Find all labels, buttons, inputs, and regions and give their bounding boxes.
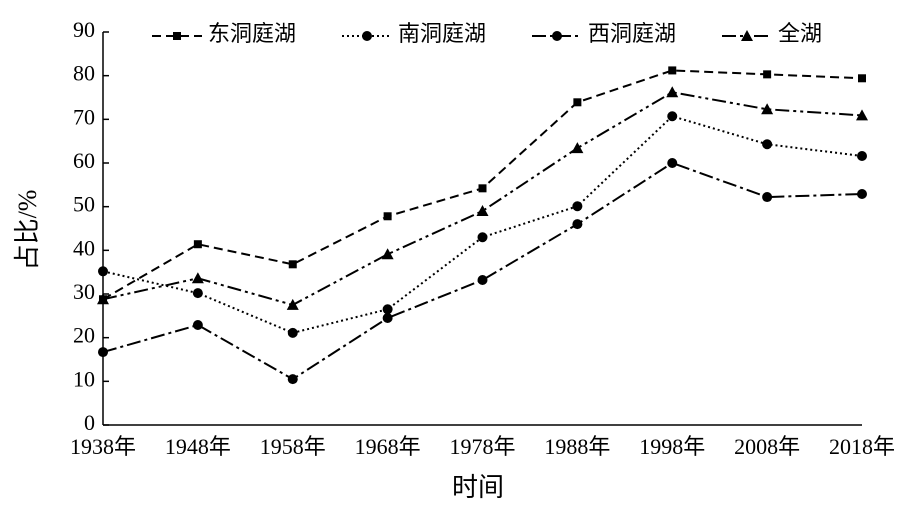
- marker: [668, 66, 677, 75]
- y-tick-label: 10: [73, 366, 95, 391]
- marker: [573, 98, 582, 107]
- marker: [857, 189, 867, 200]
- y-tick-label: 0: [84, 410, 95, 435]
- y-tick-label: 40: [73, 235, 95, 260]
- marker: [667, 158, 678, 168]
- marker: [382, 304, 393, 315]
- marker: [287, 327, 298, 338]
- y-axis-label: 占比/%: [13, 190, 42, 271]
- marker: [382, 313, 393, 324]
- legend-label: 西洞庭湖: [588, 21, 676, 46]
- x-tick-label: 1968年: [355, 434, 421, 459]
- x-tick-label: 2008年: [734, 434, 800, 459]
- marker: [288, 260, 297, 269]
- marker: [193, 240, 202, 249]
- x-tick-label: 2018年: [829, 434, 895, 459]
- series-line: [102, 91, 863, 306]
- series-line: [102, 115, 863, 334]
- legend-marker: [741, 30, 753, 41]
- marker: [477, 232, 488, 243]
- legend-label: 全湖: [778, 21, 822, 46]
- marker: [477, 275, 488, 286]
- y-tick-label: 90: [73, 17, 95, 42]
- x-tick-label: 1988年: [544, 434, 610, 459]
- marker: [191, 272, 204, 284]
- x-tick-label: 1978年: [449, 434, 515, 459]
- marker: [572, 219, 583, 230]
- marker: [667, 111, 678, 122]
- marker: [287, 374, 298, 385]
- x-tick-label: 1998年: [639, 434, 705, 459]
- legend-label: 南洞庭湖: [398, 21, 486, 46]
- y-tick-label: 80: [73, 61, 95, 86]
- marker: [286, 298, 299, 310]
- marker: [761, 103, 774, 115]
- marker: [381, 248, 394, 260]
- marker: [571, 142, 584, 154]
- marker: [192, 320, 203, 331]
- marker: [763, 70, 772, 79]
- series-line: [102, 161, 863, 381]
- marker: [762, 139, 773, 150]
- marker: [858, 74, 866, 83]
- y-tick-label: 60: [73, 148, 95, 173]
- marker: [478, 184, 487, 193]
- marker: [666, 86, 679, 98]
- marker: [476, 205, 489, 217]
- marker: [98, 266, 108, 277]
- x-tick-label: 1938年: [70, 434, 136, 459]
- legend-label: 东洞庭湖: [208, 21, 296, 46]
- x-axis-label: 时间: [452, 473, 504, 502]
- legend-marker: [362, 31, 372, 41]
- y-tick-label: 30: [73, 279, 95, 304]
- marker: [98, 347, 108, 358]
- marker: [857, 151, 867, 162]
- marker: [97, 293, 109, 305]
- y-tick-label: 50: [73, 192, 95, 217]
- y-tick-label: 70: [73, 104, 95, 129]
- marker: [572, 201, 583, 212]
- y-tick-label: 20: [73, 323, 95, 348]
- marker: [192, 288, 203, 299]
- x-tick-label: 1958年: [260, 434, 326, 459]
- legend-marker: [173, 32, 181, 40]
- marker: [856, 109, 868, 121]
- x-tick-label: 1948年: [165, 434, 231, 459]
- marker: [762, 192, 773, 203]
- marker: [383, 212, 392, 221]
- legend-marker: [552, 31, 562, 41]
